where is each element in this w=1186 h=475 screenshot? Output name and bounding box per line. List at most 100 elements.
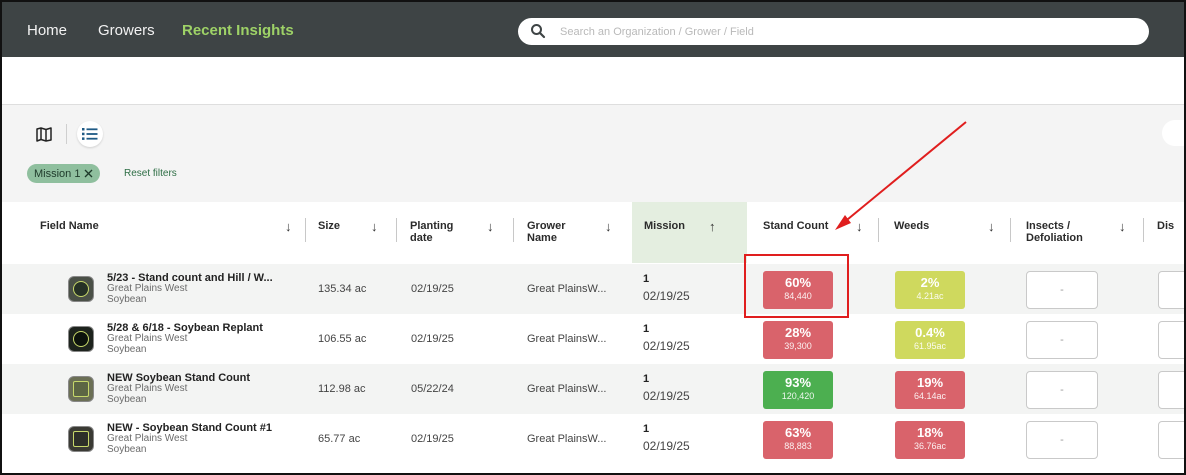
header-weeds[interactable]: Weeds ↓ <box>894 202 1004 263</box>
stand-count-badge[interactable]: 63% 88,883 <box>763 421 833 459</box>
planting-date: 02/19/25 <box>411 333 454 345</box>
stand-count-percent: 93% <box>784 375 812 390</box>
dis-cell[interactable] <box>1158 271 1184 309</box>
table-row[interactable]: 5/23 - Stand count and Hill / W... Great… <box>2 264 1184 314</box>
insects-empty-cell[interactable]: - <box>1026 371 1098 409</box>
stand-count-badge[interactable]: 60% 84,440 <box>763 271 833 309</box>
search-input[interactable] <box>560 21 1120 42</box>
stand-count-badge[interactable]: 28% 39,300 <box>763 321 833 359</box>
weeds-badge[interactable]: 0.4% 61.95ac <box>895 321 965 359</box>
field-name: 5/23 - Stand count and Hill / W... <box>107 272 273 284</box>
header-size[interactable]: Size ↓ <box>318 202 398 263</box>
map-icon <box>36 126 52 142</box>
right-control[interactable] <box>1162 120 1184 146</box>
insights-table: Field Name ↓ Size ↓ Planting date ↓ Grow… <box>2 202 1184 473</box>
grower-name: Great PlainsW... <box>527 283 607 295</box>
header-label: Grower Name <box>527 220 566 244</box>
list-icon <box>82 128 98 140</box>
field-name: NEW - Soybean Stand Count #1 <box>107 422 273 434</box>
sort-down-icon[interactable]: ↓ <box>487 219 494 234</box>
planting-date: 02/19/25 <box>411 433 454 445</box>
insects-empty-cell[interactable]: - <box>1026 421 1098 459</box>
field-name: 5/28 & 6/18 - Soybean Replant <box>107 322 263 334</box>
sort-down-icon[interactable]: ↓ <box>371 219 378 234</box>
table-row[interactable]: NEW Soybean Stand Count Great Plains Wes… <box>2 364 1184 414</box>
table-row[interactable]: NEW - Soybean Stand Count #1 Great Plain… <box>2 414 1184 464</box>
header-label: Insects / Defoliation <box>1026 220 1083 244</box>
list-view-button[interactable] <box>77 121 103 147</box>
header-field-name[interactable]: Field Name ↓ <box>40 202 305 263</box>
column-divider <box>878 218 879 242</box>
filter-chip-label: Mission 1 <box>34 167 81 180</box>
nav-recent-insights[interactable]: Recent Insights <box>182 22 294 39</box>
field-org: Great Plains West <box>107 333 188 344</box>
insects-empty-cell[interactable]: - <box>1026 321 1098 359</box>
nav-growers[interactable]: Growers <box>98 22 155 39</box>
close-icon[interactable] <box>84 169 93 178</box>
grower-name: Great PlainsW... <box>527 333 607 345</box>
stand-count-value: 88,883 <box>784 441 812 451</box>
dis-cell[interactable] <box>1158 421 1184 459</box>
field-name: NEW Soybean Stand Count <box>107 372 250 384</box>
mission-date: 02/19/25 <box>643 389 690 403</box>
top-nav: Home Growers Recent Insights <box>2 2 1184 57</box>
search-icon <box>531 24 546 39</box>
field-org: Great Plains West <box>107 383 188 394</box>
nav-home[interactable]: Home <box>27 22 68 39</box>
mission-number: 1 <box>643 323 650 335</box>
sort-down-icon[interactable]: ↓ <box>1119 219 1126 234</box>
mission-date: 02/19/25 <box>643 289 690 303</box>
sort-up-icon[interactable]: ↑ <box>709 219 716 234</box>
header-label: Dis <box>1157 220 1175 232</box>
header-label: Stand Count <box>763 220 829 232</box>
header-insects-defoliation[interactable]: Insects / Defoliation ↓ <box>1026 202 1136 263</box>
header-dis[interactable]: Dis <box>1157 202 1184 263</box>
mission-date: 02/19/25 <box>643 439 690 453</box>
reset-filters-link[interactable]: Reset filters <box>124 168 177 179</box>
filter-chip-mission[interactable]: Mission 1 <box>27 164 101 183</box>
header-grower-name[interactable]: Grower Name ↓ <box>527 202 622 263</box>
weeds-badge[interactable]: 2% 4.21ac <box>895 271 965 309</box>
header-planting-date[interactable]: Planting date ↓ <box>410 202 505 263</box>
sort-down-icon[interactable]: ↓ <box>856 219 863 234</box>
mission-column-highlight <box>632 202 747 263</box>
search-bar <box>518 18 1149 45</box>
header-label: Weeds <box>894 220 930 232</box>
field-crop: Soybean <box>107 294 147 305</box>
grower-name: Great PlainsW... <box>527 383 607 395</box>
header-band <box>2 57 1184 105</box>
sort-down-icon[interactable]: ↓ <box>285 219 292 234</box>
sort-down-icon[interactable]: ↓ <box>988 219 995 234</box>
weeds-badge[interactable]: 18% 36.76ac <box>895 421 965 459</box>
column-divider <box>1010 218 1011 242</box>
header-mission[interactable]: Mission ↑ <box>644 202 739 263</box>
weeds-acreage: 64.14ac <box>913 391 947 401</box>
weeds-percent: 18% <box>916 425 944 440</box>
stand-count-badge[interactable]: 93% 120,420 <box>763 371 833 409</box>
mission-date: 02/19/25 <box>643 339 690 353</box>
field-size: 112.98 ac <box>318 383 366 395</box>
column-divider <box>513 218 514 242</box>
sort-down-icon[interactable]: ↓ <box>605 219 612 234</box>
weeds-percent: 19% <box>916 375 944 390</box>
weeds-badge[interactable]: 19% 64.14ac <box>895 371 965 409</box>
field-org: Great Plains West <box>107 283 188 294</box>
map-view-button[interactable] <box>31 121 57 147</box>
insects-empty-cell[interactable]: - <box>1026 271 1098 309</box>
mission-number: 1 <box>643 273 650 285</box>
mission-number: 1 <box>643 423 650 435</box>
field-thumbnail <box>68 376 94 402</box>
dis-cell[interactable] <box>1158 371 1184 409</box>
weeds-percent: 2% <box>920 275 940 290</box>
weeds-acreage: 36.76ac <box>913 441 947 451</box>
field-size: 106.55 ac <box>318 333 367 345</box>
header-stand-count[interactable]: Stand Count ↓ <box>763 202 873 263</box>
table-row[interactable]: 5/28 & 6/18 - Soybean Replant Great Plai… <box>2 314 1184 364</box>
planting-date: 05/22/24 <box>411 383 454 395</box>
dis-cell[interactable] <box>1158 321 1184 359</box>
field-crop: Soybean <box>107 444 147 455</box>
weeds-percent: 0.4% <box>915 325 945 340</box>
stand-count-percent: 60% <box>784 275 812 290</box>
field-crop: Soybean <box>107 394 147 405</box>
